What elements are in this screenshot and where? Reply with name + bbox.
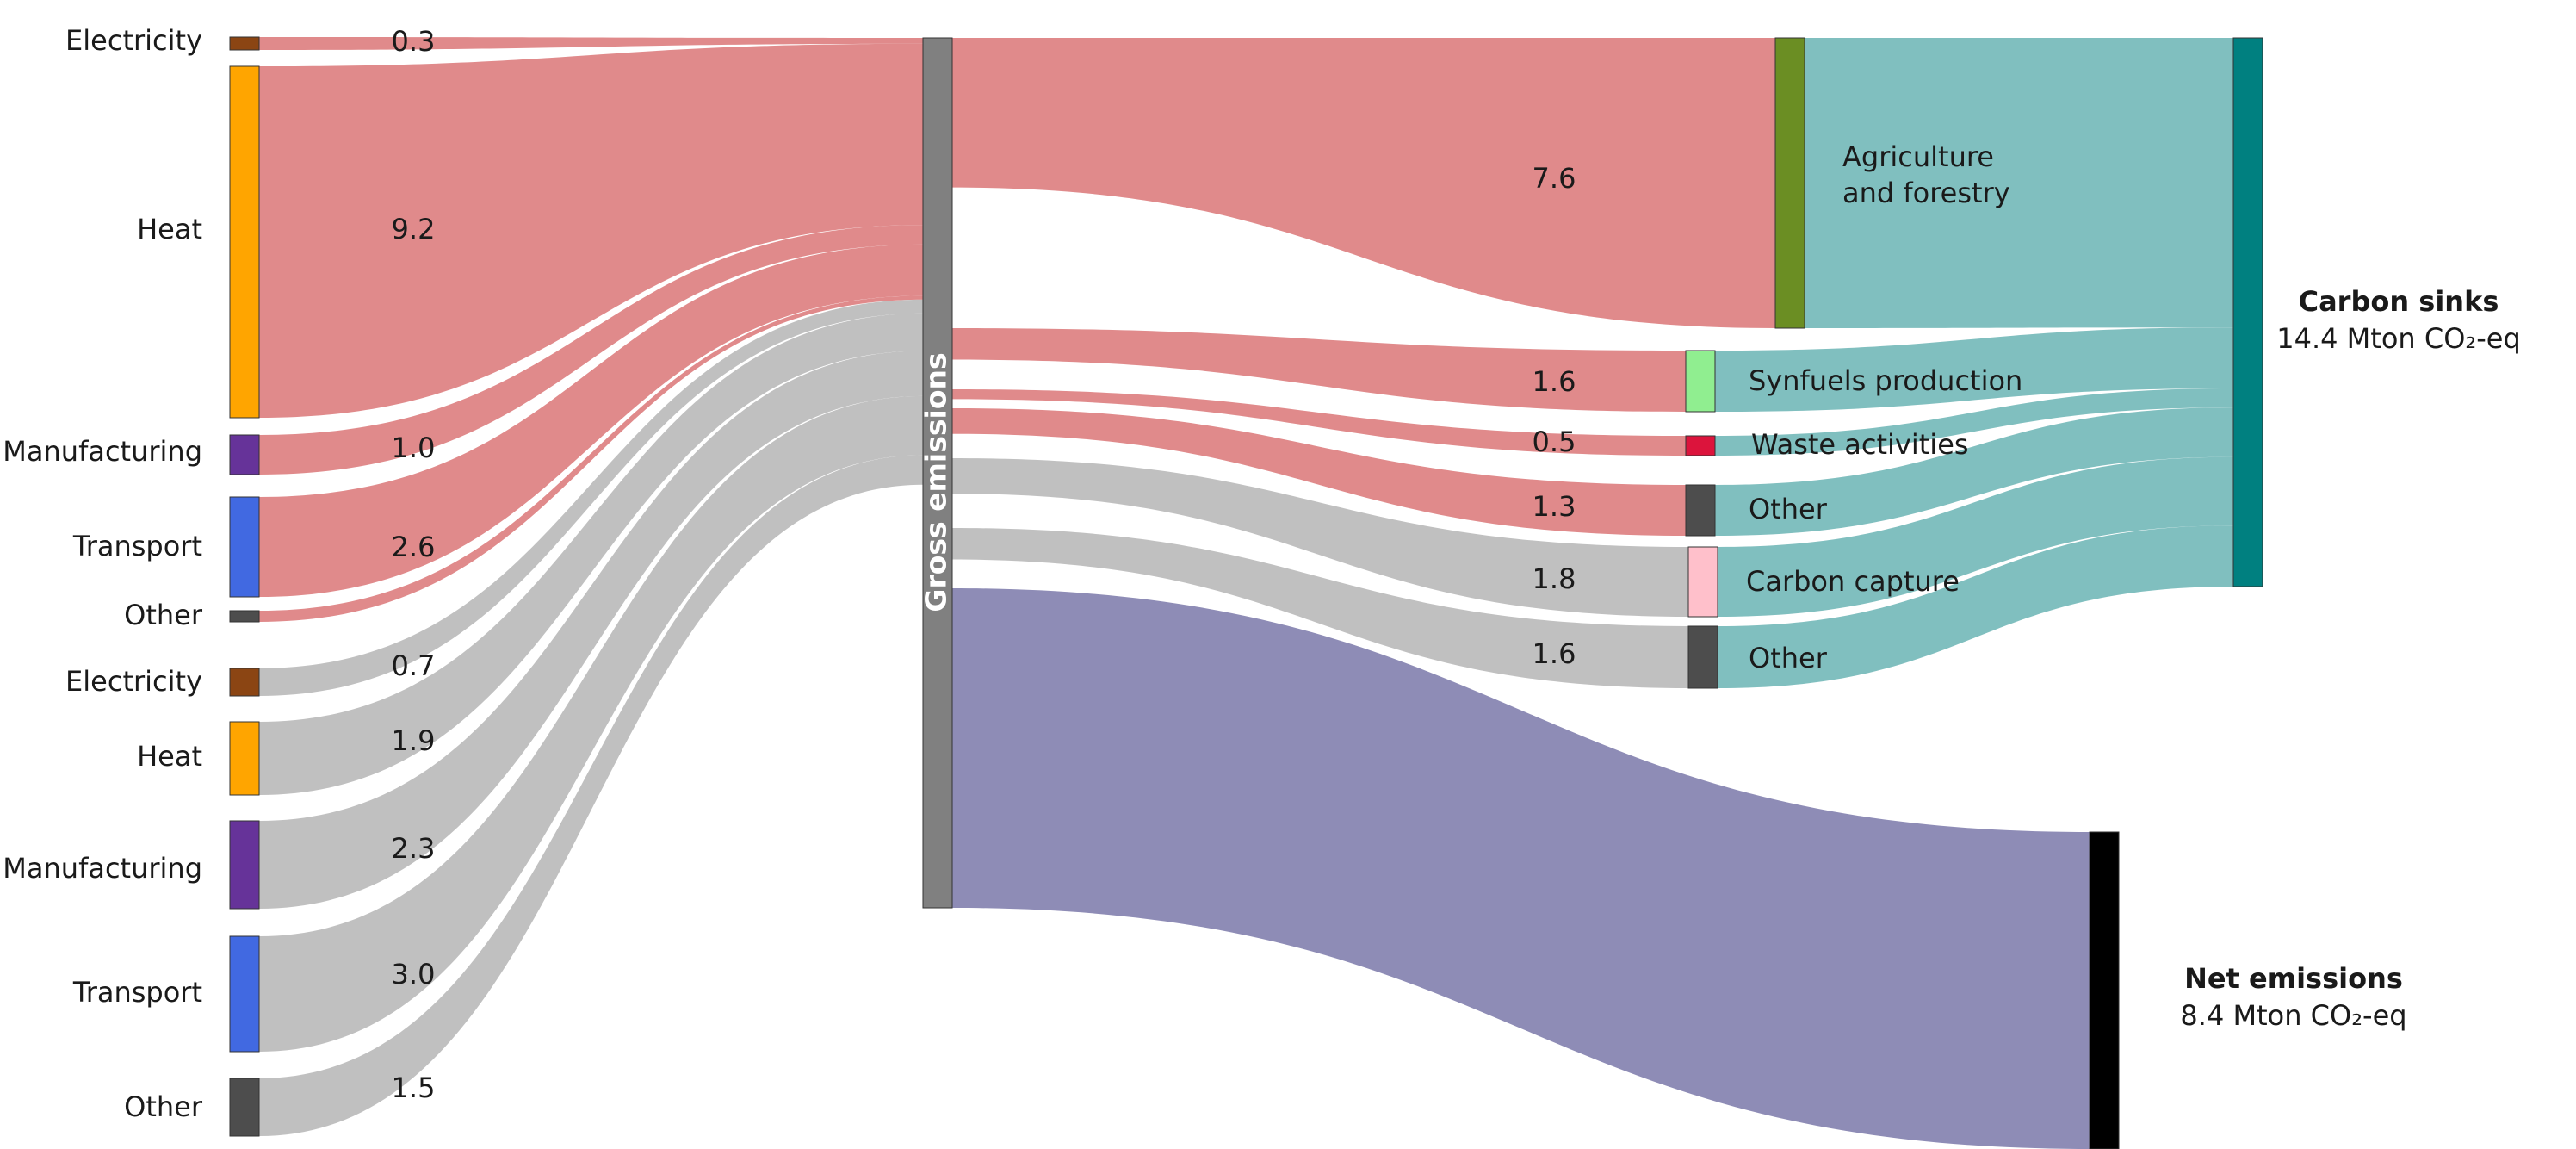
link-src_other_2-to-gross <box>259 455 923 1136</box>
link-value-label: 0.5 <box>1533 425 1576 458</box>
link-other_b-to-sinks <box>1718 525 2233 688</box>
node-sinks <box>2232 37 2263 587</box>
node-label: Carbon capture <box>1746 565 1960 598</box>
node-gross <box>922 37 953 909</box>
link-value-label: 0.3 <box>392 25 436 58</box>
node-src-other-1 <box>229 610 260 623</box>
link-value-label: 3.0 <box>392 958 436 991</box>
node-src-heat-1 <box>229 65 260 419</box>
node-capture <box>1687 546 1718 618</box>
link-gross-to-capture <box>952 458 1688 617</box>
node-label-agriculture: Agriculture and forestry <box>1842 140 2010 209</box>
node-label: Other <box>1749 493 1828 525</box>
link-capture-to-sinks <box>1718 456 2233 617</box>
node-label: Manufacturing <box>3 435 202 468</box>
link-value-label: 0.7 <box>392 649 436 682</box>
node-src-elec-1 <box>229 36 260 51</box>
node-label: Synfuels production <box>1749 364 2022 397</box>
link-src_heat_2-to-gross <box>259 313 923 795</box>
node-label: Manufacturing <box>3 852 202 885</box>
net-emissions-total: 8.4 Mton CO₂-eq <box>2180 999 2406 1032</box>
node-label: Other <box>124 599 203 631</box>
link-value-label: 1.8 <box>1533 562 1576 595</box>
node-agri <box>1774 37 1805 329</box>
link-synfuel-to-sinks <box>1715 327 2233 412</box>
net-emissions-title: Net emissions <box>2184 962 2403 995</box>
link-gross-to-other_b <box>952 528 1688 688</box>
node-label: Heat <box>137 740 202 773</box>
node-src-manu-2 <box>229 820 260 910</box>
link-value-label: 2.3 <box>392 832 436 865</box>
gross-emissions-label: Gross emissions <box>920 352 953 612</box>
node-label: Heat <box>137 213 202 245</box>
link-waste-to-sinks <box>1715 388 2233 456</box>
link-value-label: 1.5 <box>392 1071 436 1104</box>
link-value-label: 1.3 <box>1533 490 1576 523</box>
link-value-label: 1.6 <box>1533 365 1576 398</box>
link-gross-to-synfuel <box>952 328 1686 412</box>
node-src-elec-2 <box>229 668 260 697</box>
link-src_trans_1-to-gross <box>259 244 923 597</box>
link-value-label: 2.6 <box>392 531 436 563</box>
link-gross-to-other_a <box>952 408 1686 536</box>
node-other-a <box>1685 484 1716 537</box>
sankey-links <box>259 37 2233 1149</box>
link-src_other_1-to-gross <box>259 295 923 622</box>
link-value-label: 7.6 <box>1533 162 1576 195</box>
link-src_manu_2-to-gross <box>259 351 923 909</box>
node-label: Electricity <box>65 24 202 57</box>
node-label: Other <box>124 1090 203 1123</box>
link-other_a-to-sinks <box>1715 407 2233 536</box>
link-value-label: 9.2 <box>392 213 436 245</box>
node-waste <box>1685 435 1716 456</box>
node-label: Waste activities <box>1751 428 1969 461</box>
node-label: Electricity <box>65 665 202 698</box>
node-src-heat-2 <box>229 721 260 796</box>
link-src_elec_1-to-gross <box>259 37 923 50</box>
node-label: Other <box>1749 642 1828 674</box>
node-src-manu-1 <box>229 434 260 475</box>
node-net <box>2089 831 2120 1149</box>
sankey-labels: 0.3 9.2 1.0 2.6 0.7 1.9 2.3 3.0 1.5 7.6 1.6 0.5 1.3 1… <box>3 24 2520 1123</box>
agriculture-label-line: Agriculture <box>1842 140 1994 173</box>
carbon-sinks-title: Carbon sinks <box>2299 285 2499 318</box>
link-src_elec_2-to-gross <box>259 299 923 696</box>
link-value-label: 1.6 <box>1533 637 1576 670</box>
link-value-label: 1.0 <box>392 432 436 464</box>
link-agri-to-sinks <box>1805 38 2233 328</box>
node-src-trans-1 <box>229 496 260 598</box>
agriculture-label-line: and forestry <box>1842 177 2010 209</box>
link-gross-to-net <box>952 588 2090 1149</box>
node-src-other-2 <box>229 1078 260 1137</box>
carbon-sinks-total: 14.4 Mton CO₂-eq <box>2276 322 2521 355</box>
link-value-label: 1.9 <box>392 724 436 757</box>
link-gross-to-waste <box>952 389 1686 456</box>
link-gross-to-agri <box>952 38 1775 328</box>
link-src_heat_1-to-gross <box>259 43 923 419</box>
sankey-nodes <box>229 36 2263 1149</box>
node-src-trans-2 <box>229 935 260 1053</box>
node-label: Transport <box>72 530 202 562</box>
node-synfuel <box>1685 350 1716 413</box>
node-other-b <box>1687 625 1718 689</box>
link-src_manu_1-to-gross <box>259 225 923 475</box>
link-src_trans_2-to-gross <box>259 395 923 1053</box>
node-label: Transport <box>72 976 202 1009</box>
